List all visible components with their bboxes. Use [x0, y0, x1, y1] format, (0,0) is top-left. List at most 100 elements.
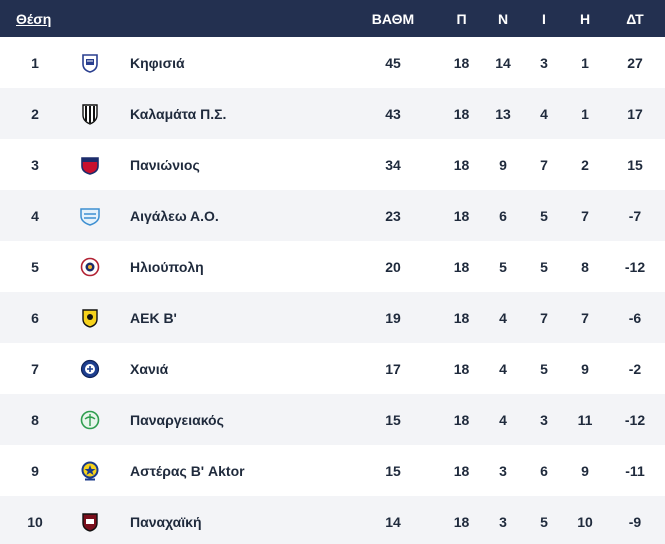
row-points: 17 [385, 360, 401, 377]
row-played: 18 [453, 207, 470, 224]
team-name[interactable]: ΑΕΚ Β' [130, 309, 177, 326]
row-goal-difference: -9 [628, 513, 642, 530]
row-position: 4 [31, 207, 39, 224]
panachaiki-crest-icon [70, 512, 110, 532]
row-lost: 11 [577, 411, 593, 428]
row-goal-difference: 15 [627, 156, 643, 173]
table-row[interactable]: 3 Πανιώνιος 34 18 9 7 2 15 [0, 139, 665, 190]
row-position: 9 [31, 462, 39, 479]
row-points: 20 [385, 258, 401, 275]
row-points: 15 [385, 462, 401, 479]
team-name[interactable]: Χανιά [130, 360, 169, 377]
row-goal-difference: -2 [628, 360, 642, 377]
row-played: 18 [453, 105, 470, 122]
row-position: 10 [27, 513, 43, 530]
team-name[interactable]: Αιγάλεω Α.Ο. [130, 207, 219, 224]
header-position[interactable]: Θέση [16, 10, 52, 27]
kalamata-crest-icon [70, 103, 110, 125]
row-position: 1 [31, 54, 39, 71]
row-won: 4 [499, 411, 507, 428]
row-lost: 1 [581, 105, 589, 122]
row-goal-difference: -12 [624, 258, 646, 275]
row-goal-difference: 27 [627, 54, 643, 71]
header-won[interactable]: Ν [497, 10, 509, 27]
kifisia-crest-icon [70, 53, 110, 73]
table-row[interactable]: 9 Αστέρας Β' Aktor 15 18 3 6 9 -11 [0, 445, 665, 496]
row-played: 18 [453, 54, 470, 71]
row-drawn: 5 [540, 207, 548, 224]
row-drawn: 6 [540, 462, 548, 479]
team-name[interactable]: Παναχαϊκή [130, 513, 202, 530]
row-played: 18 [453, 462, 470, 479]
row-goal-difference: -6 [628, 309, 642, 326]
row-lost: 1 [581, 54, 589, 71]
row-goal-difference: -12 [624, 411, 646, 428]
row-lost: 8 [581, 258, 589, 275]
row-won: 5 [499, 258, 507, 275]
row-goal-difference: -7 [628, 207, 642, 224]
row-played: 18 [453, 513, 470, 530]
aigaleo-crest-icon [70, 206, 110, 226]
header-played[interactable]: Π [456, 10, 467, 27]
team-name[interactable]: Κηφισιά [130, 54, 185, 71]
team-name[interactable]: Παναργειακός [130, 411, 224, 428]
aek-crest-icon [70, 308, 110, 328]
row-lost: 7 [581, 207, 589, 224]
row-drawn: 5 [540, 513, 548, 530]
table-row[interactable]: 6 ΑΕΚ Β' 19 18 4 7 7 -6 [0, 292, 665, 343]
row-points: 15 [385, 411, 401, 428]
row-won: 3 [499, 462, 507, 479]
team-name[interactable]: Αστέρας Β' Aktor [130, 462, 245, 479]
table-row[interactable]: 4 Αιγάλεω Α.Ο. 23 18 6 5 7 -7 [0, 190, 665, 241]
row-lost: 10 [577, 513, 593, 530]
row-won: 6 [499, 207, 507, 224]
team-name[interactable]: Καλαμάτα Π.Σ. [130, 105, 227, 122]
row-drawn: 5 [540, 360, 548, 377]
header-drawn[interactable]: Ι [542, 10, 546, 27]
row-position: 3 [31, 156, 39, 173]
row-lost: 9 [581, 360, 589, 377]
row-position: 2 [31, 105, 39, 122]
header-goal-difference[interactable]: ΔΤ [626, 10, 644, 27]
row-won: 4 [499, 360, 507, 377]
header-lost[interactable]: Η [579, 10, 591, 27]
row-won: 14 [495, 54, 511, 71]
row-played: 18 [453, 258, 470, 275]
row-drawn: 4 [540, 105, 548, 122]
row-played: 18 [453, 309, 470, 326]
table-row[interactable]: 2 Καλαμάτα Π.Σ. 43 18 13 4 1 17 [0, 88, 665, 139]
team-name[interactable]: Πανιώνιος [130, 156, 200, 173]
asteras-crest-icon [70, 460, 110, 482]
row-position: 7 [31, 360, 39, 377]
ilioupoli-crest-icon [70, 257, 110, 277]
table-header: Θέση ΒΑΘΜ Π Ν Ι Η ΔΤ [0, 0, 665, 37]
row-played: 18 [453, 411, 470, 428]
table-row[interactable]: 10 Παναχαϊκή 14 18 3 5 10 -9 [0, 496, 665, 544]
panionios-crest-icon [70, 155, 110, 175]
table-row[interactable]: 1 Κηφισιά 45 18 14 3 1 27 [0, 37, 665, 88]
row-played: 18 [453, 156, 470, 173]
row-points: 34 [385, 156, 401, 173]
row-lost: 9 [581, 462, 589, 479]
chania-crest-icon [70, 359, 110, 379]
row-won: 9 [499, 156, 507, 173]
row-won: 13 [495, 105, 511, 122]
header-points[interactable]: ΒΑΘΜ [371, 10, 415, 27]
row-won: 3 [499, 513, 507, 530]
row-points: 19 [385, 309, 401, 326]
row-points: 45 [385, 54, 401, 71]
row-drawn: 3 [540, 54, 548, 71]
row-drawn: 3 [540, 411, 548, 428]
row-points: 14 [385, 513, 401, 530]
row-played: 18 [453, 360, 470, 377]
row-goal-difference: -11 [625, 462, 645, 479]
team-name[interactable]: Ηλιούπολη [130, 258, 204, 275]
table-row[interactable]: 7 Χανιά 17 18 4 5 9 -2 [0, 343, 665, 394]
row-points: 43 [385, 105, 401, 122]
row-drawn: 7 [540, 309, 548, 326]
table-row[interactable]: 5 Ηλιούπολη 20 18 5 5 8 -12 [0, 241, 665, 292]
row-lost: 2 [581, 156, 589, 173]
table-row[interactable]: 8 Παναργειακός 15 18 4 3 11 -12 [0, 394, 665, 445]
row-position: 8 [31, 411, 39, 428]
